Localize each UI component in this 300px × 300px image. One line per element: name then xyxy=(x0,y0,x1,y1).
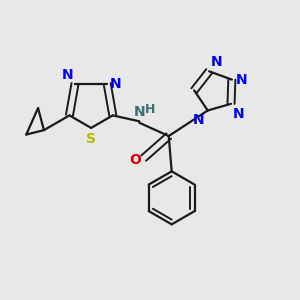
Text: N: N xyxy=(134,105,145,119)
Text: N: N xyxy=(62,68,74,82)
Text: H: H xyxy=(145,103,155,116)
Text: N: N xyxy=(236,73,247,87)
Text: N: N xyxy=(211,55,222,69)
Text: S: S xyxy=(86,132,96,146)
Text: O: O xyxy=(129,153,141,166)
Text: N: N xyxy=(110,77,122,91)
Text: N: N xyxy=(193,113,205,128)
Text: N: N xyxy=(232,107,244,121)
